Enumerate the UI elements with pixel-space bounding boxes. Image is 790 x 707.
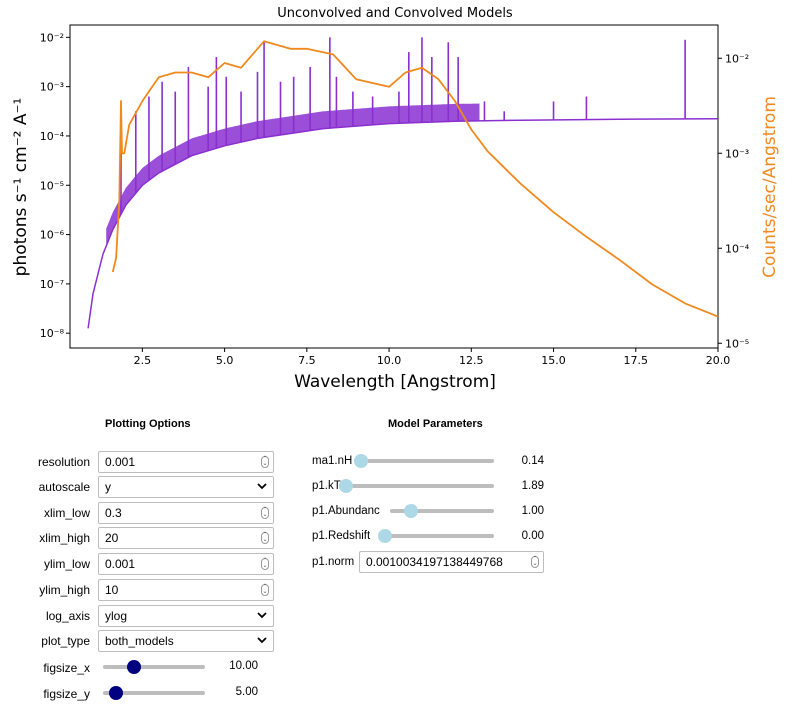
y-axis-right-label: Counts/sec/Angstrom [760,96,780,278]
figsize-x-slider[interactable] [103,665,205,669]
plot-frame [69,24,719,349]
y-right-tick-label: 10⁻³ [725,147,749,160]
xlim-low-input[interactable]: 0.3 ⌃ ⌄ [98,502,274,524]
figsize-y-row: figsize_y 5.00 [0,683,290,707]
y-axis-right: 10⁻⁵ 10⁻⁴ 10⁻³ 10⁻² [718,52,750,350]
p1-redshift-thumb[interactable] [378,529,392,543]
y-right-tick-label: 10⁻² [725,52,749,65]
figsize-x-row: figsize_x 10.00 [0,657,290,681]
x-tick-label: 20.0 [706,354,731,367]
ylim-low-label: ylim_low [43,557,90,571]
p1-kt-slider[interactable] [346,484,494,488]
x-tick-label: 10.0 [377,354,402,367]
spinner-icon[interactable]: ⌃ ⌄ [261,507,269,519]
x-tick-label: 15.0 [541,354,566,367]
p1-abundanc-thumb[interactable] [403,504,418,518]
x-tick-label: 12.5 [459,354,484,367]
chevron-down-icon [257,637,267,644]
spinner-icon[interactable]: ⌃ ⌄ [531,556,539,568]
xlim-high-input[interactable]: 20 ⌃ ⌄ [98,527,274,549]
p1-redshift-label: p1.Redshift [312,530,371,542]
figsize-y-value: 5.00 [235,686,258,698]
log-axis-select[interactable]: ylog [98,605,274,627]
x-axis: 2.5 5.0 7.5 10.0 12.5 15.0 17.5 20.0 [134,348,731,367]
y-left-tick-label: 10⁻⁶ [40,229,65,242]
unconvolved-line-forest [106,103,480,247]
ylim-low-input[interactable]: 0.001 ⌃ ⌄ [98,553,274,575]
autoscale-select[interactable]: y [98,476,274,498]
ma1-nh-slider[interactable] [361,459,494,463]
y-right-tick-label: 10⁻⁵ [725,337,749,350]
xlim-high-row: xlim_high 20 ⌃ ⌄ [0,527,290,551]
autoscale-label: autoscale [38,480,90,494]
chart-title: Unconvolved and Convolved Models [277,6,513,21]
y-left-tick-label: 10⁻⁵ [40,179,64,192]
figsize-y-slider[interactable] [103,691,205,695]
spinner-icon[interactable]: ⌃ ⌄ [261,584,269,596]
model-chart: Unconvolved and Convolved Models 2.5 5.0 7… [11,6,780,392]
figsize-x-value: 10.00 [229,660,258,672]
x-tick-label: 7.5 [298,354,316,367]
plot-type-label: plot_type [41,634,90,648]
resolution-row: resolution 0.001 ⌃ ⌄ [0,451,290,475]
p1-redshift-slider[interactable] [385,534,494,538]
figsize-y-label: figsize_y [43,687,90,701]
x-tick-label: 2.5 [134,354,152,367]
plot-type-row: plot_type both_models [0,630,290,654]
p1-norm-input[interactable]: 0.0010034197138449768 ⌃ ⌄ [359,551,544,573]
ma1-nh-thumb[interactable] [354,454,368,468]
model-parameters-title: Model Parameters [388,418,483,430]
log-axis-label: log_axis [45,609,90,623]
p1-kt-value: 1.89 [521,480,544,492]
y-left-tick-label: 10⁻³ [40,81,64,94]
y-right-tick-label: 10⁻⁴ [725,242,750,255]
xlim-low-label: xlim_low [43,506,90,520]
spinner-icon[interactable]: ⌃ ⌄ [261,456,269,468]
xlim-low-row: xlim_low 0.3 ⌃ ⌄ [0,502,290,526]
figsize-x-label: figsize_x [43,661,90,675]
p1-norm-label: p1.norm [312,556,355,568]
p1-abundanc-value: 1.00 [521,505,544,517]
resolution-input[interactable]: 0.001 ⌃ ⌄ [98,451,274,473]
x-tick-label: 5.0 [216,354,234,367]
unconvolved-continuum-line [87,117,719,329]
plot-figure: Unconvolved and Convolved Models 2.5 5.0 7… [11,6,780,392]
convolved-model-line [111,40,719,318]
ylim-low-row: ylim_low 0.001 ⌃ ⌄ [0,553,290,577]
figsize-x-thumb[interactable] [126,660,141,674]
ma1-nh-value: 0.14 [521,455,544,467]
p1-abundanc-slider[interactable] [390,509,494,513]
series-unconvolved [87,37,719,329]
spinner-icon[interactable]: ⌃ ⌄ [261,532,269,544]
p1-kt-label: p1.kT [312,480,341,492]
ma1-nh-label: ma1.nH [312,455,353,467]
p1-abundanc-label: p1.Abundanc [312,505,380,517]
ylim-high-label: ylim_high [39,583,90,597]
autoscale-row: autoscale y [0,476,290,500]
y-axis-left-label: photons s⁻¹ cm⁻² A⁻¹ [11,98,31,277]
ylim-high-row: ylim_high 10 ⌃ ⌄ [0,579,290,603]
resolution-label: resolution [37,455,90,469]
figsize-y-thumb[interactable] [109,686,124,700]
x-tick-label: 17.5 [624,354,649,367]
y-axis-left: 10⁻⁸ 10⁻⁷ 10⁻⁶ 10⁻⁵ 10⁻⁴ 10⁻³ 10⁻² [40,31,70,340]
y-left-tick-label: 10⁻⁸ [40,327,65,340]
chevron-down-icon [257,483,267,490]
plotting-options-title: Plotting Options [105,418,191,430]
x-axis-label: Wavelength [Angstrom] [294,372,496,392]
plot-type-select[interactable]: both_models [98,630,274,652]
p1-redshift-value: 0.00 [521,530,544,542]
spinner-icon[interactable]: ⌃ ⌄ [261,558,269,570]
log-axis-row: log_axis ylog [0,605,290,629]
chevron-down-icon [257,612,267,619]
y-left-tick-label: 10⁻⁷ [40,278,64,291]
y-left-tick-label: 10⁻² [40,31,64,44]
ylim-high-input[interactable]: 10 ⌃ ⌄ [98,579,274,601]
series-convolved [111,40,719,318]
y-left-tick-label: 10⁻⁴ [40,130,65,143]
xlim-high-label: xlim_high [39,531,90,545]
p1-kt-thumb[interactable] [339,479,353,493]
